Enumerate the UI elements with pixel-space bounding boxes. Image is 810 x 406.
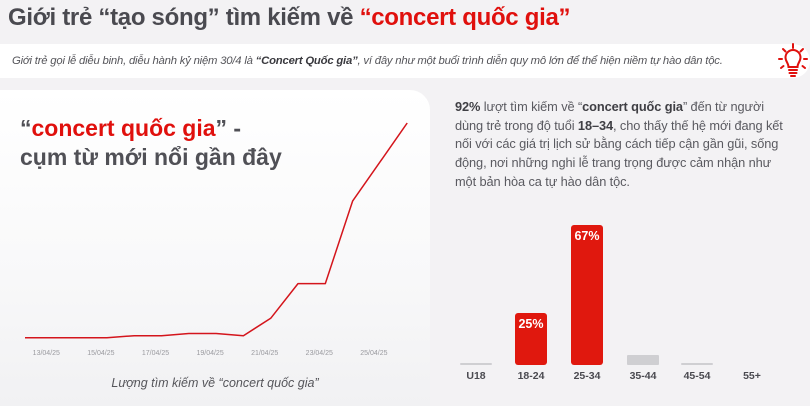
trend-line (25, 122, 408, 339)
category-label: 25-34 (573, 370, 601, 382)
banner-text-part: Giới trẻ gọi lễ diễu binh, diễu hành kỷ … (12, 55, 256, 67)
category-label: 18-24 (517, 370, 545, 382)
chart-caption: Lượng tìm kiếm về “concert quốc gia” (111, 376, 319, 390)
card-heading: “concert quốc gia” - cụm từ mới nổi gần … (20, 114, 282, 172)
age-highlight: 18–34 (577, 117, 614, 133)
bar-18-24 (515, 312, 547, 365)
insight-banner: Giới trẻ gọi lễ diễu binh, diễu hành kỷ … (0, 44, 810, 78)
x-tick-label: 23/04/25 (305, 350, 333, 357)
category-label: 45-54 (683, 370, 711, 382)
banner-text-part: , ví đây như một buổi trình diễn quy mô … (357, 55, 723, 67)
keyword-highlight: concert quốc gia (582, 99, 683, 114)
category-label: 55+ (743, 370, 761, 382)
x-tick-label: 15/04/25 (87, 350, 115, 357)
para-text: ” đến từ người dùng trẻ trong độ tuổi (455, 99, 764, 133)
x-tick-label: 19/04/25 (196, 350, 224, 357)
bar-45-54 (681, 362, 713, 365)
insight-paragraph: 92% lượt tìm kiếm về “concert quốc gia” … (455, 98, 795, 192)
bar-25-34 (571, 225, 603, 365)
bar-35-44 (627, 354, 659, 365)
quote-open: “ (20, 115, 32, 141)
x-tick-label: 25/04/25 (360, 350, 388, 357)
card-heading-line1: “concert quốc gia” - (20, 114, 282, 143)
x-tick-label: 21/04/25 (251, 350, 279, 357)
bar-value-label: 25% (518, 316, 544, 331)
category-label: 35-44 (629, 370, 657, 382)
title-prefix: Giới trẻ “tạo sóng” tìm kiếm về (8, 4, 360, 31)
bar-value-label: 67% (574, 229, 600, 243)
page-title: Giới trẻ “tạo sóng” tìm kiếm về “concert… (8, 4, 571, 32)
stat-highlight: 92% (455, 99, 481, 114)
lightbulb-icon (778, 43, 808, 77)
banner-text: Giới trẻ gọi lễ diễu binh, diễu hành kỷ … (12, 55, 723, 67)
heading-highlight: concert quốc gia (31, 115, 216, 141)
para-text: , cho thấy thế hệ mới đang kết nối với c… (455, 117, 783, 189)
card-heading-line2: cụm từ mới nổi gần đây (20, 144, 282, 170)
x-tick-label: 13/04/25 (32, 350, 60, 357)
quote-close: ” - (215, 115, 242, 141)
category-label: U18 (466, 370, 486, 382)
x-tick-label: 17/04/25 (141, 350, 170, 357)
search-volume-line-chart (25, 122, 408, 339)
para-text: lượt tìm kiếm về “ (480, 99, 583, 114)
bar-u18 (460, 362, 492, 365)
trend-card (0, 90, 430, 406)
title-highlight: “concert quốc gia” (359, 4, 571, 31)
banner-text-bold: “Concert Quốc gia” (255, 55, 358, 67)
